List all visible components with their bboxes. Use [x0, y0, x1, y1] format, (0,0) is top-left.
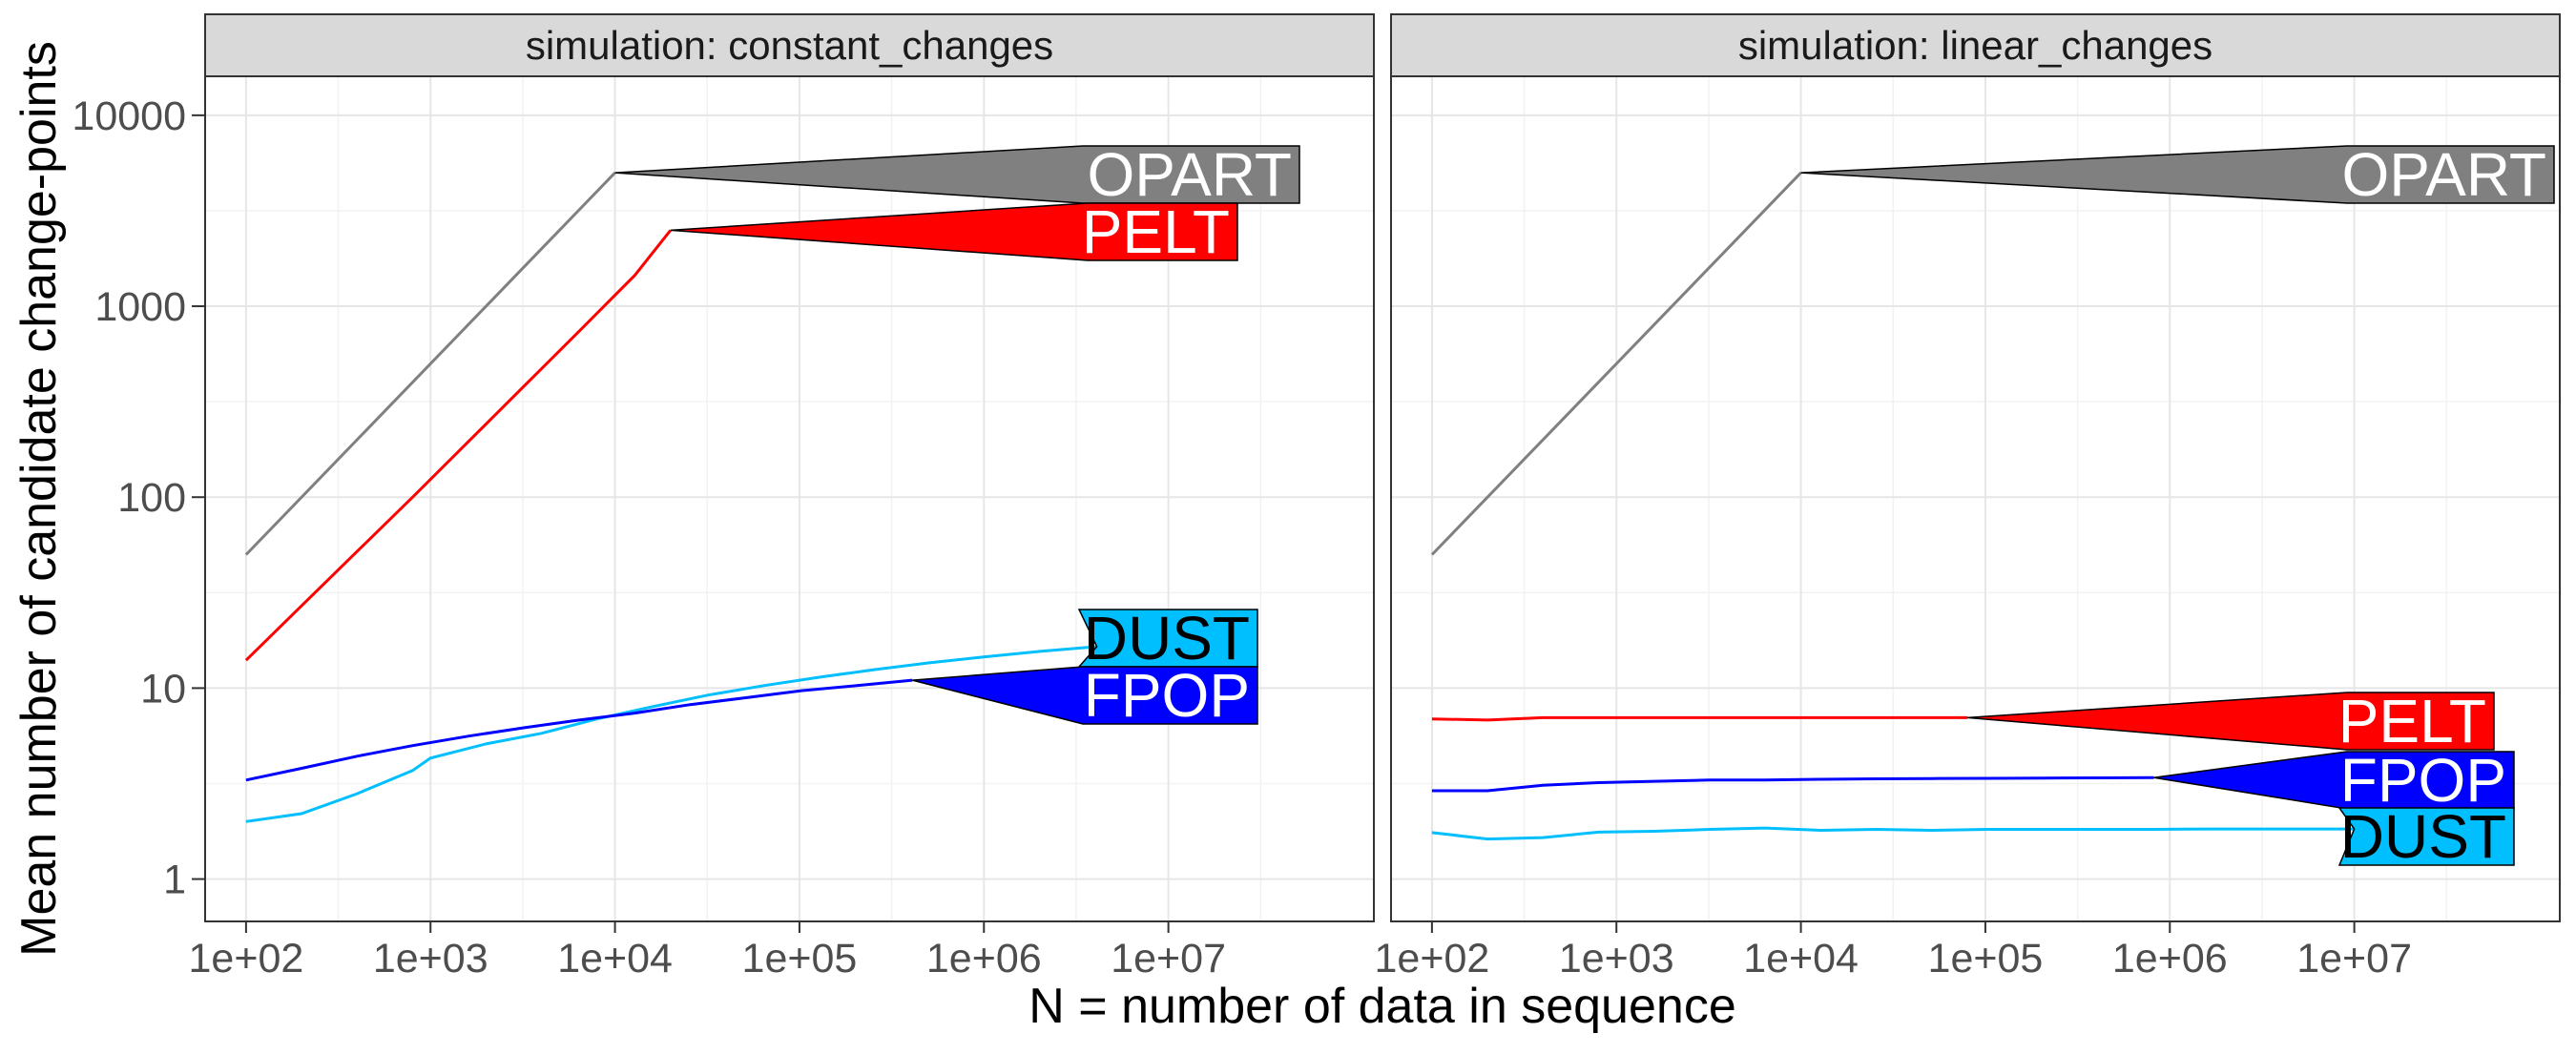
label-opart: OPART [2341, 140, 2546, 209]
strip-title: simulation: linear_changes [1738, 23, 2212, 68]
x-tick-label: 1e+03 [373, 936, 488, 982]
y-tick-label: 10000 [72, 93, 186, 139]
series-line-pelt [1431, 715, 1968, 722]
label-pelt: PELT [1082, 197, 1230, 266]
x-tick-label: 1e+06 [926, 936, 1042, 982]
y-tick-label: 100 [117, 475, 186, 521]
label-dust: DUST [2340, 802, 2506, 871]
x-tick-label: 1e+02 [189, 936, 304, 982]
label-box-fpop [2153, 751, 2515, 810]
x-axis-title: N = number of data in sequence [1028, 979, 1735, 1034]
label-fpop: FPOP [2340, 746, 2506, 815]
x-tick-label: 1e+04 [1743, 936, 1859, 982]
label-box-dust [1077, 609, 1258, 668]
label-box-opart [1800, 145, 2555, 204]
strip-background [1390, 13, 2561, 77]
x-tick-label: 1e+02 [1375, 936, 1490, 982]
y-tick-label: 1 [163, 858, 186, 903]
label-pelt: PELT [2338, 687, 2486, 755]
x-tick-label: 1e+07 [2296, 936, 2412, 982]
series-line-fpop [245, 678, 913, 782]
y-tick-label: 10 [140, 666, 186, 712]
series-line-fpop [1431, 775, 2154, 793]
series-line-pelt [244, 229, 672, 662]
label-box-pelt [1967, 692, 2495, 751]
label-box-pelt [670, 202, 1238, 261]
y-axis-title: Mean number of candidate change-points [11, 41, 67, 957]
label-opart: OPART [1087, 140, 1292, 209]
x-tick-label: 1e+06 [2112, 936, 2228, 982]
label-dust: DUST [1084, 604, 1250, 672]
x-tick-label: 1e+07 [1111, 936, 1226, 982]
label-box-opart [614, 145, 1300, 204]
series-line-opart [1430, 172, 1802, 556]
x-tick-label: 1e+03 [1559, 936, 1674, 982]
x-tick-label: 1e+05 [1928, 936, 2044, 982]
strip-background [204, 13, 1375, 77]
label-box-fpop [912, 666, 1258, 725]
label-box-dust [2337, 807, 2515, 866]
series-line-dust [1431, 826, 2355, 841]
y-tick-label: 1000 [94, 284, 186, 330]
series-line-dust [245, 645, 1097, 823]
strip-title: simulation: constant_changes [526, 23, 1053, 68]
series-line-opart [244, 172, 616, 556]
label-fpop: FPOP [1084, 661, 1250, 730]
x-tick-label: 1e+05 [742, 936, 858, 982]
x-tick-label: 1e+04 [557, 936, 673, 982]
